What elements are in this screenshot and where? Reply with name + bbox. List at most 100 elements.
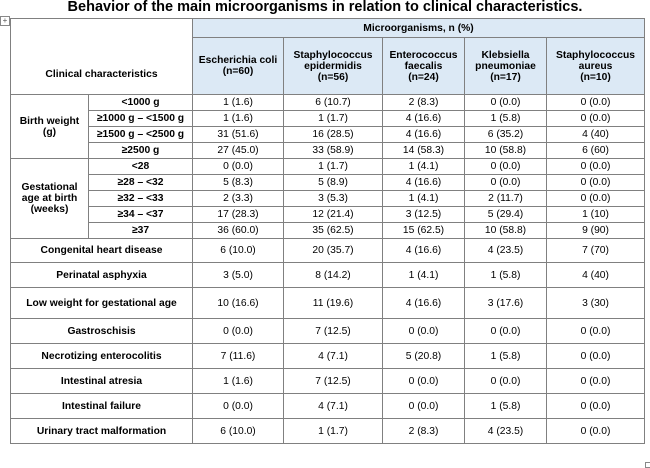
table-move-handle-icon[interactable]: + (0, 16, 10, 26)
table-cell: 3 (5.0) (192, 262, 284, 288)
table-cell: 0 (0.0) (192, 393, 284, 419)
table-cell: 6 (10.0) (192, 418, 284, 444)
data-table: Clinical characteristics Microorganisms,… (10, 18, 646, 444)
row-label: Congenital heart disease (10, 238, 193, 263)
table-cell: 17 (28.3) (192, 206, 284, 223)
subgroup-label: ≥34 – <37 (88, 206, 193, 223)
table-cell: 5 (8.9) (283, 174, 383, 191)
row-label: Necrotizing enterocolitis (10, 343, 193, 369)
organism-name: Escherichia coli (198, 55, 278, 66)
row-label: Gastroschisis (10, 318, 193, 344)
table-cell: 1 (1.7) (283, 110, 383, 127)
table-row: ≥1500 g – <2500 g 31 (51.6) 16 (28.5) 4 (16… (11, 126, 646, 143)
table-cell: 4 (16.6) (382, 174, 465, 191)
row-label: Intestinal failure (10, 393, 193, 419)
organism-header: Staphylococcus epidermidis (n=56) (283, 37, 383, 95)
organism-count: (n=56) (317, 71, 349, 83)
table-row: ≥2500 g 27 (45.0) 33 (58.9) 14 (58.3) 10 (58… (11, 142, 646, 159)
organism-header: Escherichia coli (n=60) (192, 37, 284, 95)
header-row-organisms: Escherichia coli (n=60) Staphylococcus epi… (11, 37, 646, 95)
table-cell: 2 (8.3) (382, 418, 465, 444)
resize-handle-icon[interactable] (645, 462, 650, 468)
organism-count: (n=10) (580, 71, 611, 83)
table-cell: 4 (23.5) (464, 238, 547, 263)
table-cell: 0 (0.0) (545, 343, 646, 369)
table-cell: 3 (5.3) (283, 190, 383, 207)
table-cell: 6 (10.7) (283, 94, 383, 111)
table-cell: 31 (51.6) (192, 126, 284, 143)
group-label: Birth weight (g) (10, 94, 89, 159)
table-cell: 0 (0.0) (545, 368, 646, 394)
header-row-group: Clinical characteristics Microorganisms,… (10, 18, 646, 95)
table-cell: 0 (0.0) (545, 158, 646, 175)
table-cell: 1 (4.1) (382, 262, 465, 288)
table-row: Congenital heart disease 6 (10.0) 20 (35.7… (10, 238, 646, 263)
row-label: Low weight for gestational age (10, 287, 193, 319)
table-cell: 33 (58.9) (283, 142, 383, 159)
table-cell: 0 (0.0) (545, 94, 646, 111)
table-cell: 0 (0.0) (545, 174, 646, 191)
table-row: Urinary tract malformation 6 (10.0) 1 (1.7… (10, 418, 646, 444)
table-title: Behavior of the main microorganisms in r… (67, 0, 583, 15)
table-cell: 1 (1.6) (192, 94, 284, 111)
table-cell: 16 (28.5) (283, 126, 383, 143)
table-cell: 4 (16.6) (382, 126, 465, 143)
table-cell: 2 (11.7) (464, 190, 547, 207)
table-cell: 7 (12.5) (283, 318, 383, 344)
row-label: Intestinal atresia (10, 368, 193, 394)
table-cell: 1 (5.8) (464, 343, 547, 369)
organism-count: (n=60) (222, 66, 254, 77)
table-cell: 0 (0.0) (545, 190, 646, 207)
table-cell: 0 (0.0) (545, 418, 646, 444)
subgroup-label: ≥28 – <32 (88, 174, 193, 191)
organism-count: (n=17) (490, 71, 521, 83)
table-cell: 0 (0.0) (545, 393, 646, 419)
clinical-characteristics-header: Clinical characteristics (10, 18, 193, 95)
table-cell: 4 (16.6) (382, 238, 465, 263)
table-cell: 1 (1.6) (192, 368, 284, 394)
table-cell: 6 (35.2) (464, 126, 547, 143)
organism-name: Staphylococcus epidermidis (293, 49, 373, 72)
organism-header: Enterococcus faecalis (n=24) (382, 37, 465, 95)
subgroup-label: ≥2500 g (88, 142, 193, 159)
table-cell: 0 (0.0) (545, 110, 646, 127)
table-cell: 0 (0.0) (382, 393, 465, 419)
table-row: ≥28 – <32 5 (8.3) 5 (8.9) 4 (16.6) 0 (0.0) 0 … (11, 174, 646, 191)
table-cell: 15 (62.5) (382, 222, 465, 239)
subgroup-label: <28 (88, 158, 193, 175)
table-cell: 1 (10) (545, 206, 646, 223)
table-cell: 0 (0.0) (382, 318, 465, 344)
table-cell: 0 (0.0) (464, 368, 547, 394)
organism-name: Klebsiella pneumoniae (475, 49, 536, 72)
table-cell: 11 (19.6) (283, 287, 383, 319)
table-cell: 6 (60) (545, 142, 646, 159)
table-cell: 8 (14.2) (283, 262, 383, 288)
microorganisms-group-header: Microorganisms, n (%) (191, 18, 646, 38)
table-cell: 1 (5.8) (464, 262, 547, 288)
table-row: Gastroschisis 0 (0.0) 7 (12.5) 0 (0.0) 0 (0.… (10, 318, 646, 344)
table-row: Intestinal failure 0 (0.0) 4 (7.1) 0 (0.0) 1… (10, 393, 646, 419)
table-cell: 2 (8.3) (382, 94, 465, 111)
table-cell: 1 (5.8) (464, 110, 547, 127)
organism-name: Enterococcus faecalis (389, 49, 458, 72)
table-cell: 12 (21.4) (283, 206, 383, 223)
table-cell: 0 (0.0) (192, 318, 284, 344)
table-cell: 1 (1.7) (283, 418, 383, 444)
table-row: Gestational age at birth (weeks) <28 0 (0.… (10, 158, 646, 239)
organism-header: Staphylococcus aureus (n=10) (545, 37, 646, 95)
table-cell: 3 (30) (545, 287, 646, 319)
table-cell: 27 (45.0) (192, 142, 284, 159)
table-cell: 1 (5.8) (464, 393, 547, 419)
table-cell: 5 (29.4) (464, 206, 547, 223)
table-cell: 0 (0.0) (382, 368, 465, 394)
table-cell: 4 (7.1) (283, 343, 383, 369)
table-cell: 5 (20.8) (382, 343, 465, 369)
subgroup-label: ≥1000 g – <1500 g (88, 110, 193, 127)
table-cell: 7 (11.6) (192, 343, 284, 369)
table-cell: 20 (35.7) (283, 238, 383, 263)
row-label: Urinary tract malformation (10, 418, 193, 444)
organism-count: (n=24) (408, 71, 439, 83)
